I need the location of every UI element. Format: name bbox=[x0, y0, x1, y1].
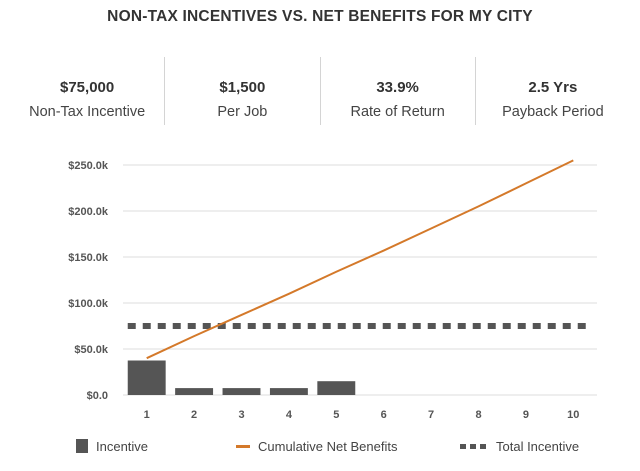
stat-label: Rate of Return bbox=[350, 104, 445, 120]
legend-item-total-incentive: Total Incentive bbox=[460, 436, 579, 456]
legend-label: Incentive bbox=[96, 438, 149, 454]
legend-label: Total Incentive bbox=[496, 438, 580, 454]
x-tick-label: 2 bbox=[191, 409, 197, 421]
bar bbox=[317, 381, 356, 395]
x-tick-label: 6 bbox=[381, 409, 387, 421]
x-tick-label: 9 bbox=[523, 409, 529, 421]
legend-label: Cumulative Net Benefits bbox=[258, 438, 398, 454]
stat-per-job: $1,500 Per Job bbox=[165, 57, 321, 125]
bar bbox=[127, 360, 166, 395]
bar bbox=[175, 388, 214, 395]
stat-label: Payback Period bbox=[502, 104, 604, 120]
net-benefits-line bbox=[146, 159, 574, 360]
legend-item-incentive: Incentive bbox=[76, 436, 148, 456]
legend-swatch-bar bbox=[76, 439, 88, 453]
x-tick-label: 3 bbox=[238, 409, 244, 421]
stat-label: Per Job bbox=[217, 104, 268, 120]
x-tick-label: 5 bbox=[333, 409, 339, 421]
y-tick-label: $250.0k bbox=[68, 160, 109, 172]
y-tick-label: $150.0k bbox=[68, 252, 109, 264]
stat-label: Non-Tax Incentive bbox=[29, 104, 146, 120]
y-tick-label: $100.0k bbox=[68, 298, 109, 310]
stats-row: $75,000 Non-Tax Incentive $1,500 Per Job… bbox=[10, 57, 630, 125]
stat-value: 33.9% bbox=[376, 79, 419, 96]
stat-incentive: $75,000 Non-Tax Incentive bbox=[10, 57, 166, 125]
legend-swatch-line bbox=[236, 444, 250, 448]
y-tick-label: $50.0k bbox=[74, 344, 109, 356]
stat-payback-period: 2.5 Yrs Payback Period bbox=[476, 57, 630, 125]
stat-value: $75,000 bbox=[60, 79, 115, 96]
x-tick-label: 4 bbox=[286, 409, 293, 421]
bar bbox=[222, 388, 261, 395]
x-tick-label: 7 bbox=[428, 409, 434, 421]
page-title: NON-TAX INCENTIVES VS. NET BENEFITS FOR … bbox=[107, 8, 533, 25]
x-tick-label: 1 bbox=[144, 409, 150, 421]
stat-value: 2.5 Yrs bbox=[528, 79, 578, 96]
bar bbox=[269, 388, 308, 395]
legend-swatch-dashed bbox=[460, 443, 488, 449]
y-tick-label: $0.0 bbox=[87, 390, 108, 402]
x-tick-label: 10 bbox=[567, 409, 579, 421]
legend-item-net-benefits: Cumulative Net Benefits bbox=[236, 436, 397, 456]
x-tick-label: 8 bbox=[475, 409, 481, 421]
y-tick-label: $200.0k bbox=[68, 206, 109, 218]
stat-rate-of-return: 33.9% Rate of Return bbox=[321, 57, 476, 125]
stat-value: $1,500 bbox=[219, 79, 266, 96]
